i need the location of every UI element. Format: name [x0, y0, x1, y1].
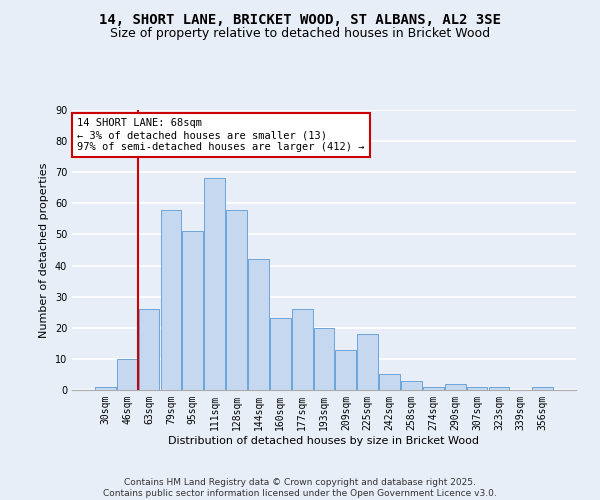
Bar: [270, 318, 290, 390]
Bar: [248, 260, 269, 390]
Bar: [401, 380, 422, 390]
Bar: [379, 374, 400, 390]
Text: Size of property relative to detached houses in Bricket Wood: Size of property relative to detached ho…: [110, 28, 490, 40]
Bar: [292, 309, 313, 390]
Bar: [467, 387, 487, 390]
Bar: [139, 309, 160, 390]
Y-axis label: Number of detached properties: Number of detached properties: [39, 162, 49, 338]
Bar: [161, 210, 181, 390]
Bar: [95, 387, 116, 390]
X-axis label: Distribution of detached houses by size in Bricket Wood: Distribution of detached houses by size …: [169, 436, 479, 446]
Bar: [314, 328, 334, 390]
Text: Contains HM Land Registry data © Crown copyright and database right 2025.
Contai: Contains HM Land Registry data © Crown c…: [103, 478, 497, 498]
Bar: [204, 178, 225, 390]
Bar: [358, 334, 378, 390]
Text: 14 SHORT LANE: 68sqm
← 3% of detached houses are smaller (13)
97% of semi-detach: 14 SHORT LANE: 68sqm ← 3% of detached ho…: [77, 118, 365, 152]
Bar: [423, 387, 444, 390]
Bar: [182, 232, 203, 390]
Text: 14, SHORT LANE, BRICKET WOOD, ST ALBANS, AL2 3SE: 14, SHORT LANE, BRICKET WOOD, ST ALBANS,…: [99, 12, 501, 26]
Bar: [335, 350, 356, 390]
Bar: [532, 387, 553, 390]
Bar: [226, 210, 247, 390]
Bar: [488, 387, 509, 390]
Bar: [445, 384, 466, 390]
Bar: [117, 359, 137, 390]
